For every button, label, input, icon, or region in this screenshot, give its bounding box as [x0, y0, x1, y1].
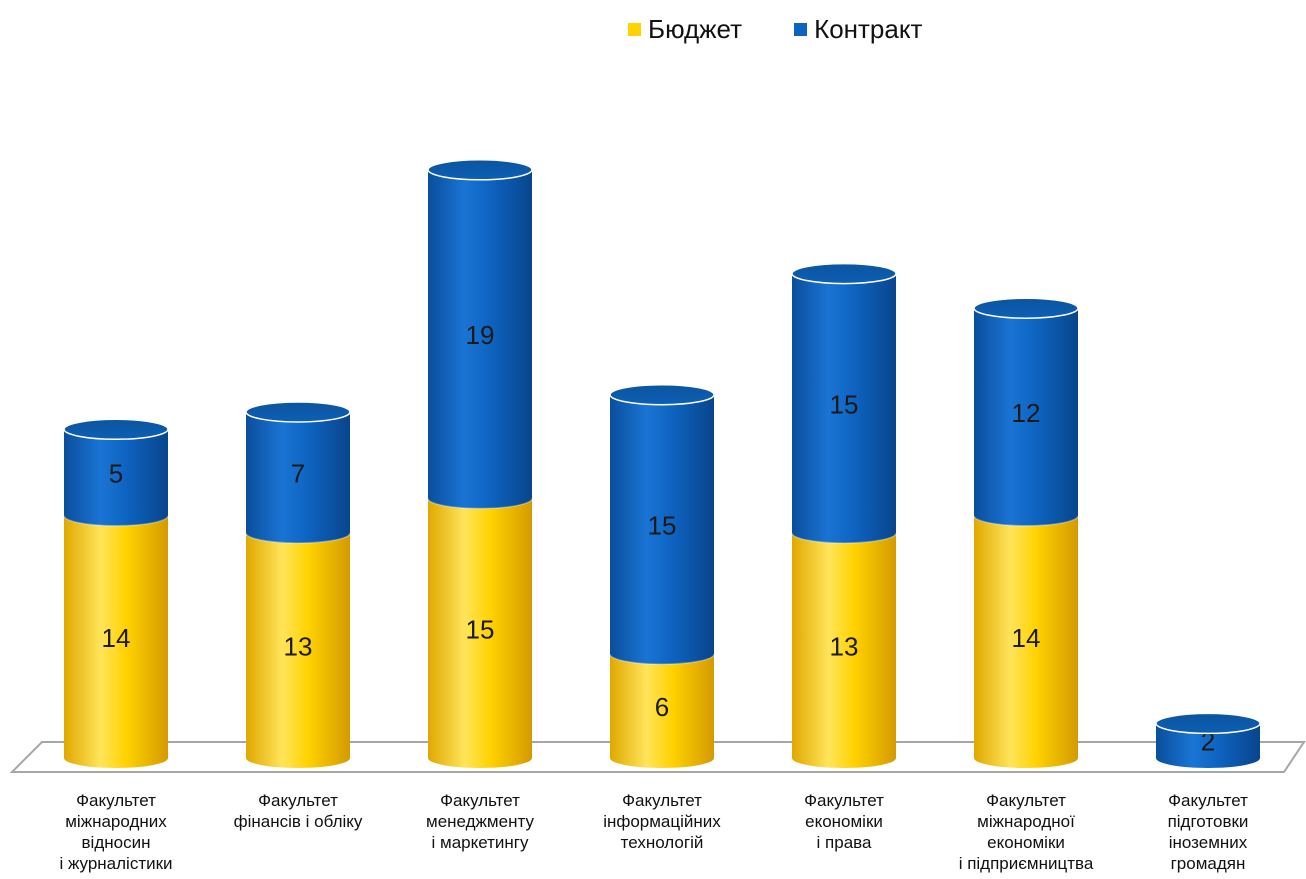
bar-top-cap — [245, 401, 351, 423]
data-label: 14 — [102, 623, 131, 653]
data-label: 2 — [1201, 727, 1215, 757]
category-label: Факультет менеджменту і маркетингу — [426, 791, 534, 852]
chart-legend: Бюджет Контракт — [628, 14, 974, 45]
bar-segment-contract — [246, 412, 350, 544]
legend-label-contract: Контракт — [814, 14, 923, 44]
segment-seam — [245, 532, 351, 544]
data-label: 7 — [291, 459, 305, 489]
legend-item-contract: Контракт — [794, 14, 922, 45]
bar-segment-contract — [1156, 723, 1260, 768]
legend-swatch-budget — [628, 23, 641, 36]
bar-segment-budget — [246, 533, 350, 768]
bar-segment-budget — [610, 654, 714, 768]
bar-stack: 13 15 — [791, 262, 897, 768]
bar-top-cap — [1155, 712, 1261, 735]
bar-segment-contract — [428, 169, 532, 509]
bar-top-cap — [791, 262, 897, 285]
segment-seam — [427, 498, 533, 510]
bar-top-cap — [609, 383, 715, 406]
data-label: 12 — [1012, 398, 1041, 428]
segment-seam — [609, 654, 715, 665]
bar-segment-budget — [64, 515, 168, 768]
bar-stack: 13 7 — [245, 401, 351, 768]
category-label: Факультет міжнародних відносин і журналі… — [59, 791, 173, 873]
bar-segment-contract — [64, 429, 168, 526]
bar-segment-contract — [610, 394, 714, 665]
category-label: Факультет економіки і права — [804, 791, 884, 852]
segment-seam — [973, 515, 1079, 527]
bar-segment-contract — [974, 308, 1078, 526]
data-label: 13 — [284, 632, 313, 662]
bar-segment-budget — [792, 533, 896, 768]
bar-top-cap — [63, 418, 169, 441]
segment-seam — [63, 515, 169, 527]
data-label: 14 — [1012, 623, 1041, 653]
bar-stack: 6 15 — [609, 383, 715, 768]
legend-label-budget: Бюджет — [648, 14, 743, 44]
data-label: 5 — [109, 459, 123, 489]
bar-stack: 2 — [1155, 712, 1261, 768]
segment-seam — [791, 532, 897, 544]
bar-top-cap — [973, 297, 1079, 319]
data-label: 15 — [466, 614, 495, 644]
data-label: 6 — [655, 692, 669, 722]
bar-segment-budget — [428, 498, 532, 768]
legend-item-budget: Бюджет — [628, 14, 742, 45]
data-label: 15 — [648, 510, 677, 540]
bar-segment-budget — [974, 515, 1078, 768]
bar-stack: 14 5 — [63, 418, 169, 768]
data-label: 13 — [830, 632, 859, 662]
category-label: Факультет фінансів і обліку — [233, 791, 363, 831]
bar-top-cap — [427, 159, 533, 181]
legend-swatch-contract — [794, 23, 808, 36]
data-label: 19 — [466, 320, 495, 350]
category-label: Факультет підготовки іноземних громадян — [1167, 791, 1249, 873]
bar-stack: 14 12 — [973, 297, 1079, 768]
category-label: Факультет інформаційних технологій — [603, 791, 721, 852]
bar-segment-contract — [792, 273, 896, 544]
data-label: 15 — [830, 389, 859, 419]
category-label: Факультет міжнародної економіки і підпри… — [958, 791, 1094, 873]
